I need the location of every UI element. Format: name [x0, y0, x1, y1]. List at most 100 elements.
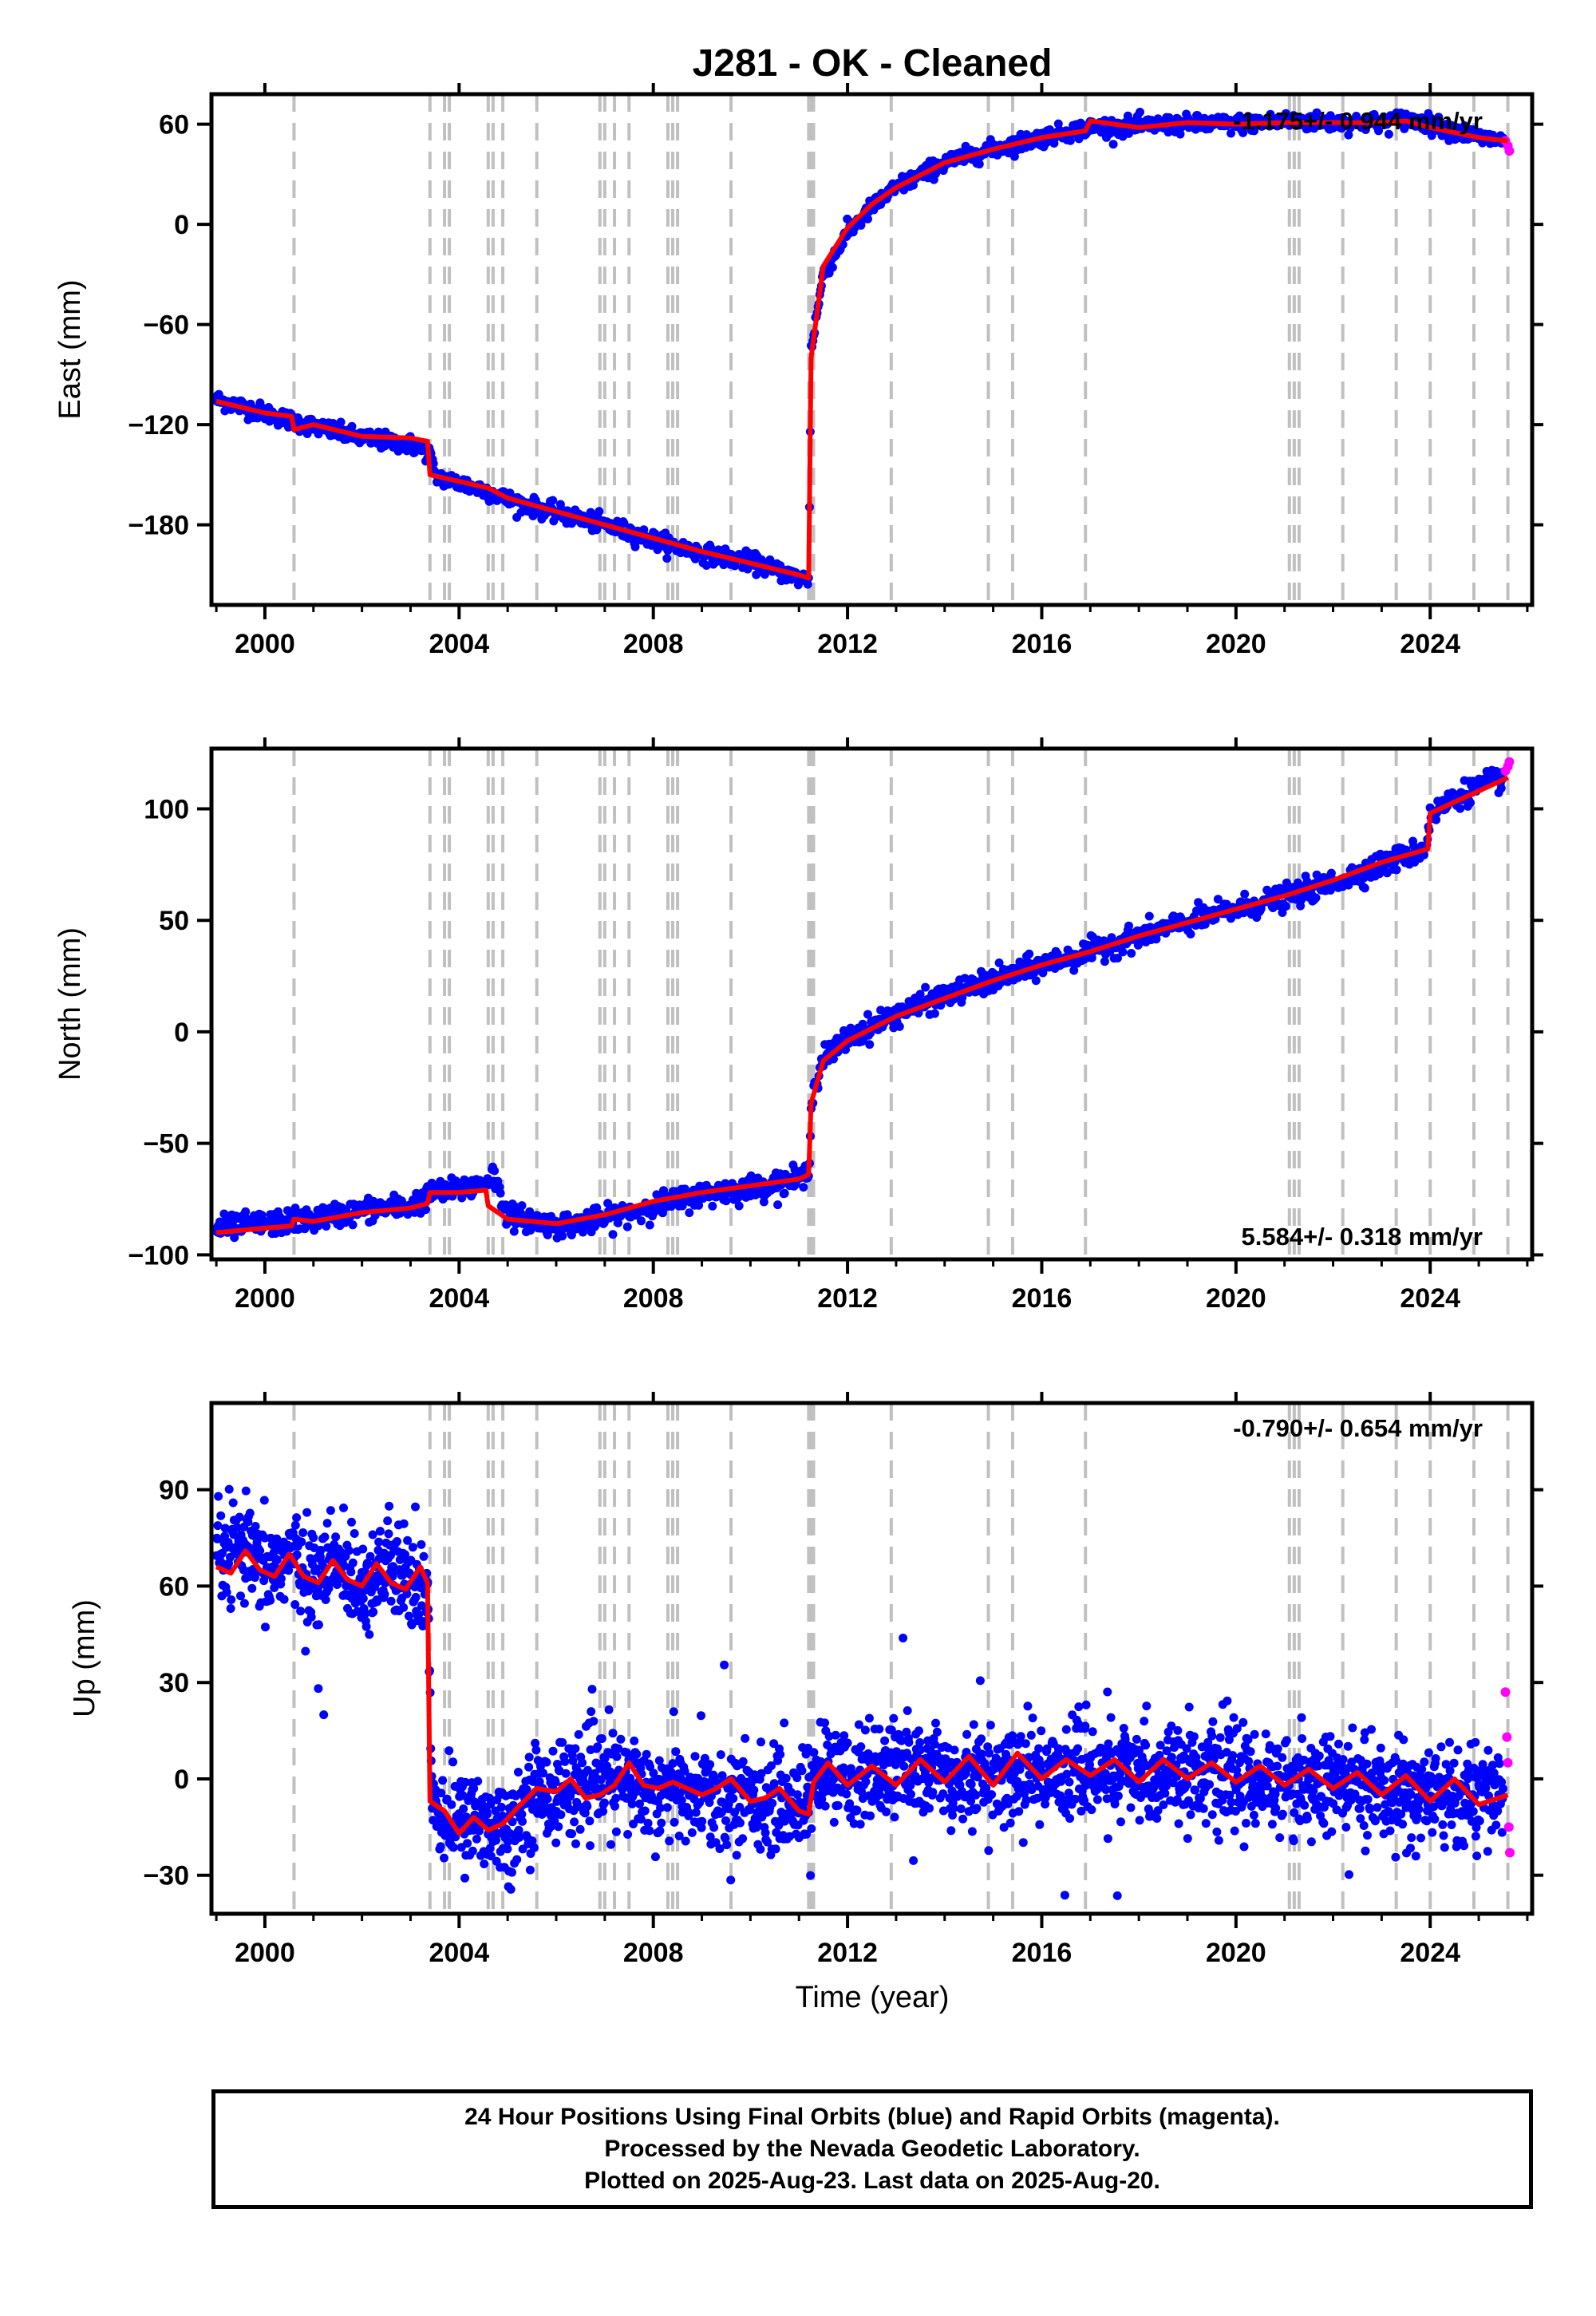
up-final-point — [297, 1537, 306, 1547]
up-final-point — [226, 1604, 235, 1613]
up-final-point — [606, 1840, 615, 1849]
up-final-point — [600, 1798, 609, 1808]
up-final-point — [950, 1745, 959, 1755]
north-final-point — [241, 1207, 251, 1216]
up-final-point — [657, 1818, 666, 1828]
east-final-point — [909, 180, 918, 190]
north-panel: 2000 2004 2008 2012 2016 2020 2024−100−5005010… — [53, 737, 1543, 1314]
up-final-point — [593, 1742, 602, 1752]
north-final-point — [1281, 902, 1290, 911]
east-xtick-label: 2012 — [817, 629, 878, 659]
up-final-point — [632, 1749, 642, 1759]
up-final-point — [738, 1757, 748, 1766]
north-final-point — [1025, 949, 1034, 958]
up-final-point — [298, 1528, 308, 1537]
east-final-point — [1250, 126, 1259, 136]
up-final-point — [241, 1486, 251, 1496]
up-final-point — [440, 1853, 448, 1863]
north-model-line — [215, 775, 1509, 1235]
east-final-point — [1045, 125, 1054, 134]
up-final-point — [214, 1492, 223, 1501]
up-final-point — [875, 1725, 884, 1733]
up-final-point — [612, 1752, 622, 1761]
up-final-point — [738, 1834, 748, 1844]
up-final-point — [928, 1788, 938, 1797]
up-final-point — [551, 1777, 560, 1787]
north-final-point — [1186, 929, 1195, 939]
up-final-point — [570, 1817, 579, 1827]
east-final-point — [336, 417, 346, 427]
up-final-point — [369, 1607, 378, 1617]
north-final-point — [915, 990, 925, 999]
up-final-point — [984, 1846, 994, 1856]
north-xtick-label: 2016 — [1012, 1283, 1073, 1314]
up-final-point — [587, 1707, 596, 1717]
east-final-point — [1312, 108, 1321, 117]
up-final-point — [716, 1750, 725, 1760]
up-final-point — [732, 1851, 741, 1860]
east-final-point — [974, 160, 984, 169]
up-final-point — [213, 1521, 223, 1531]
up-final-point — [506, 1884, 516, 1894]
up-final-point — [931, 1718, 940, 1728]
up-final-point — [302, 1508, 312, 1517]
east-final-point — [548, 496, 558, 505]
north-final-point — [1127, 949, 1136, 958]
up-final-point — [266, 1595, 275, 1605]
north-final-point — [637, 1216, 646, 1226]
up-final-point — [1021, 1796, 1031, 1805]
up-final-point — [1074, 1702, 1084, 1712]
up-final-point — [444, 1746, 454, 1756]
up-final-point — [459, 1804, 468, 1813]
north-final-point — [921, 982, 930, 992]
north-xtick-label: 2012 — [817, 1283, 878, 1314]
up-final-point — [251, 1522, 260, 1531]
up-final-point — [1005, 1818, 1015, 1828]
up-final-point — [571, 1744, 580, 1753]
north-final-point — [490, 1166, 500, 1176]
up-final-point — [914, 1726, 923, 1736]
up-final-point — [375, 1527, 385, 1536]
up-final-point — [589, 1717, 598, 1726]
east-ylabel: East (mm) — [53, 279, 87, 419]
north-final-point — [1456, 804, 1465, 813]
up-final-point — [319, 1710, 329, 1720]
up-final-point — [768, 1799, 777, 1808]
east-panel: 2000 2004 2008 2012 2016 2020 2024−180−120−600… — [53, 83, 1543, 659]
up-final-point — [384, 1529, 393, 1539]
up-final-point — [907, 1789, 915, 1799]
east-xtick-label: 2000 — [235, 629, 295, 659]
up-final-point — [650, 1852, 660, 1862]
up-final-point — [1061, 1725, 1071, 1734]
east-final-point — [863, 214, 872, 223]
up-final-point — [860, 1725, 870, 1735]
up-final-point — [736, 1818, 745, 1828]
up-final-point — [571, 1839, 580, 1848]
up-final-point — [909, 1856, 918, 1865]
east-axis: 2000 2004 2008 2012 2016 2020 2024−180−120−600… — [128, 83, 1543, 659]
east-final-point — [1065, 136, 1075, 145]
up-final-point — [662, 1803, 672, 1812]
up-final-point — [393, 1537, 401, 1546]
east-ytick-label: 60 — [159, 110, 189, 140]
north-final-point — [685, 1208, 694, 1218]
east-xtick-label: 2016 — [1012, 629, 1073, 659]
up-final-point — [880, 1736, 890, 1745]
up-final-point — [554, 1822, 563, 1832]
up-final-point — [292, 1513, 302, 1523]
up-final-point — [864, 1713, 874, 1723]
up-final-point — [448, 1757, 458, 1767]
up-final-point — [542, 1757, 551, 1767]
up-final-point — [272, 1555, 282, 1564]
east-xtick-label: 2008 — [623, 629, 684, 659]
north-final-point — [1240, 889, 1250, 899]
up-final-point — [645, 1826, 654, 1836]
up-final-point — [861, 1777, 871, 1787]
up-final-point — [1023, 1701, 1033, 1711]
up-final-point — [586, 1841, 595, 1851]
up-final-point — [669, 1707, 678, 1717]
east-ytick-label: 0 — [174, 210, 189, 240]
up-final-point — [524, 1753, 534, 1762]
east-final-point — [630, 542, 640, 551]
